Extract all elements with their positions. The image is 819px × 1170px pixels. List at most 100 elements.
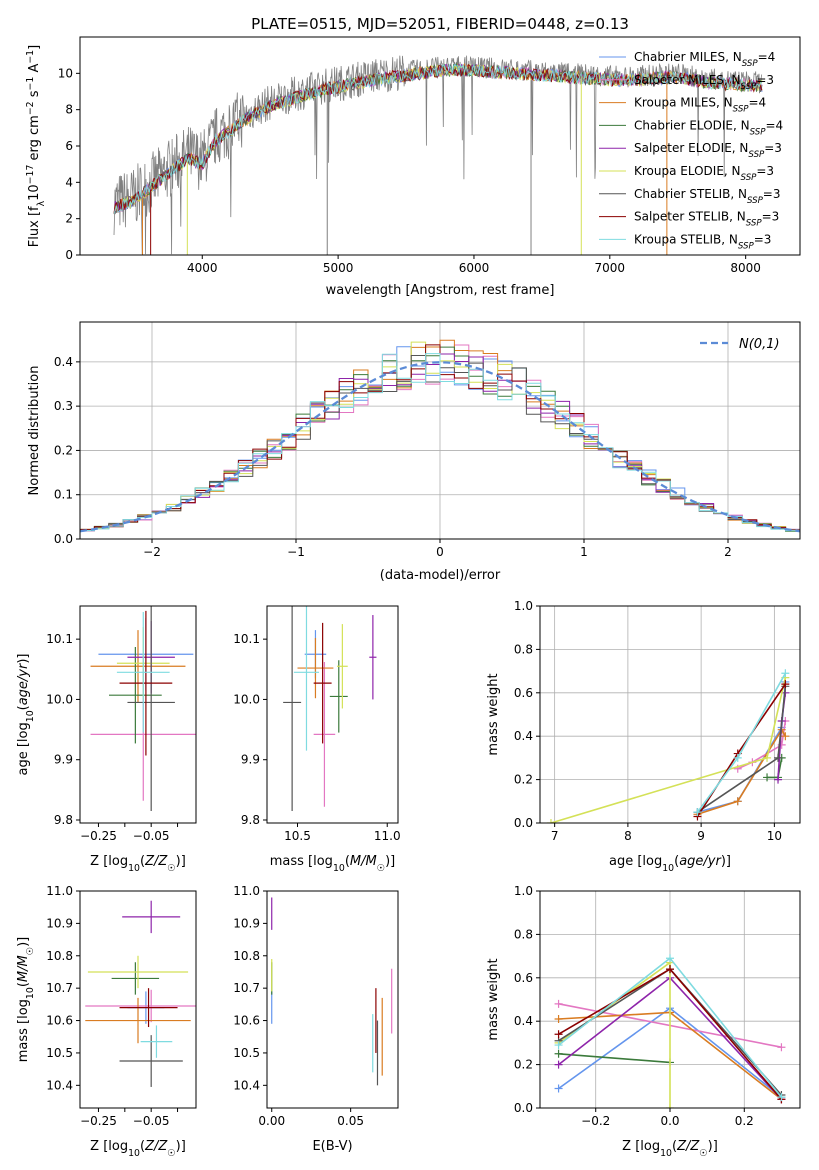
y-tick-label: 10.6 (46, 1014, 73, 1028)
panel-residuals: −2 −1 0 1 2 0.0 0.1 0.2 0.3 0.4 N(0,1) (data-model)… (27, 321, 801, 583)
x-tick-label: 1 (580, 545, 588, 559)
y-tick-label: 10.6 (233, 1014, 260, 1028)
massweight-marker (693, 808, 702, 817)
errorbar-point (313, 662, 336, 807)
x-tick-label: 10 (767, 829, 782, 843)
x-tick-label: −0.2 (581, 1114, 610, 1128)
legend-label: Kroupa STELIB, NSSP=3 (634, 232, 771, 251)
x-axis-label: Z [log10(Z/Z☉)] (90, 1139, 186, 1159)
errorbar-point (90, 630, 186, 703)
y-tick-label: 8 (65, 103, 73, 117)
massweight-line (550, 677, 787, 823)
y-tick-label: 11.0 (233, 884, 260, 898)
spectrum-legend: Chabrier MILES, NSSP=4 Salpeter MILES, NS… (599, 50, 783, 251)
massweight-marker (733, 797, 742, 806)
legend-label: Salpeter MILES, NSSP=3 (634, 73, 774, 92)
massweight-marker (554, 1049, 563, 1058)
massweight-marker (763, 773, 772, 782)
y-tick-label: 0.4 (54, 355, 73, 369)
errorbars (90, 606, 196, 811)
x-tick-label: 0.2 (735, 1114, 754, 1128)
y-tick-label: 11.0 (46, 884, 73, 898)
errorbar-point (109, 646, 162, 744)
plot-frame (79, 36, 801, 256)
y-tick-label: 0.2 (514, 773, 533, 787)
x-tick-label: 5000 (323, 261, 354, 275)
model-line-kroupa-stelib (113, 63, 763, 215)
panel-age-vs-Z: −0.25 −0.05 9.8 9.9 10.0 10.1 Z [log10(Z/Z☉)] a… (16, 605, 197, 874)
massweight-marker (554, 999, 563, 1008)
errorbar-point (116, 612, 170, 733)
massweight-marker (546, 819, 555, 823)
panel-age-vs-mass: 10.5 11.0 9.8 9.9 10.0 10.1 mass [log10(M/M☉)] (233, 605, 401, 874)
y-tick-label: 10.1 (46, 632, 73, 646)
massweight-lines (546, 669, 790, 823)
errorbar-point (140, 1025, 173, 1058)
massweight-marker (781, 680, 790, 689)
x-tick-label: 6000 (459, 261, 490, 275)
plot-frame (266, 605, 399, 824)
y-tick-label: 0.6 (514, 971, 533, 985)
plot-frame (266, 890, 399, 1109)
plot-frame (539, 890, 801, 1109)
figure-title: PLATE=0515, MJD=52051, FIBERID=0448, z=0… (251, 15, 629, 33)
spectrum-lines (113, 55, 763, 255)
massweight-marker (777, 1093, 786, 1102)
x-tick-label: 0.0 (660, 1114, 679, 1128)
errorbar-point (336, 624, 348, 709)
panel-massweight-vs-age: 7 8 9 10 0.0 0.2 0.4 0.6 0.8 1.0 age [log10(age/yr… (486, 599, 801, 874)
y-tick-label: 10.9 (46, 916, 73, 930)
x-tick-label: 9 (697, 829, 705, 843)
y-tick-label: 0.3 (54, 399, 73, 413)
y-axis-label: Normed distribution (27, 366, 42, 496)
errorbar-point (119, 988, 178, 1028)
legend-label: Salpeter ELODIE, NSSP=3 (634, 141, 782, 160)
legend-label: Chabrier ELODIE, NSSP=4 (634, 118, 783, 137)
panel-mass-vs-ebv: 0.00 0.05 10.4 10.5 10.6 10.7 10.8 10.9 11.0 E(B-… (233, 884, 399, 1154)
gaussian-curve (80, 361, 800, 533)
y-tick-label: 1.0 (514, 599, 533, 613)
y-tick-label: 0.1 (54, 488, 73, 502)
x-tick-label: 0.05 (337, 1114, 364, 1128)
x-tick-label: 4000 (187, 261, 218, 275)
massweight-marker (554, 1030, 563, 1039)
y-axis-label: age [log10(age/yr)] (16, 653, 36, 775)
y-tick-label: 10.7 (233, 981, 260, 995)
y-tick-label: 9.8 (241, 813, 260, 827)
panel-massweight-vs-Z: −0.2 0.0 0.2 0.0 0.2 0.4 0.6 0.8 1.0 Z [log10(Z/Z… (486, 884, 801, 1159)
x-tick-label: 7000 (595, 261, 626, 275)
legend-label: N(0,1) (739, 337, 780, 352)
errorbars (271, 897, 393, 1086)
hist-kroupa-stelib (80, 353, 800, 534)
x-tick-label: 7 (551, 829, 559, 843)
plot-frame (539, 605, 801, 824)
y-tick-label: 10 (58, 66, 73, 80)
y-axis-label: mass [log10(M/M☉)] (16, 937, 36, 1063)
plot-frame (79, 605, 197, 824)
massweight-line (558, 961, 671, 1108)
y-tick-label: 2 (65, 212, 73, 226)
errorbar-point (293, 606, 320, 751)
panel-spectrum: 4000 5000 6000 7000 8000 0 2 4 6 8 10 wavelength [A… (25, 36, 801, 298)
y-tick-label: 0.4 (514, 729, 533, 743)
massweight-marker (777, 1043, 786, 1052)
massweight-marker (733, 753, 742, 762)
x-axis-label: Z [log10(Z/Z☉)] (90, 854, 186, 874)
y-axis-label: mass weight (486, 673, 501, 755)
massweight-marker (666, 954, 674, 963)
x-axis-label: mass [log10(M/M☉)] (270, 854, 396, 874)
x-tick-label: −0.05 (133, 829, 170, 843)
x-tick-label: 0.00 (258, 1114, 285, 1128)
panel-mass-vs-Z: −0.25 −0.05 10.4 10.5 10.6 10.7 10.8 10.9 11.0 Z … (16, 884, 197, 1159)
massweight-marker (666, 1104, 674, 1108)
y-tick-label: 10.5 (46, 1046, 73, 1060)
errorbar-point (283, 606, 302, 811)
errorbar-point (87, 955, 189, 989)
y-tick-label: 6 (65, 139, 73, 153)
legend-label: Salpeter STELIB, NSSP=3 (634, 210, 779, 229)
errorbar-point (127, 606, 175, 811)
y-tick-label: 10.1 (233, 632, 260, 646)
massweight-lines (554, 954, 786, 1108)
y-axis-label: Flux [fλ10−17 erg cm−2 s−1 A−1] (25, 45, 47, 247)
y-tick-label: 10.7 (46, 981, 73, 995)
